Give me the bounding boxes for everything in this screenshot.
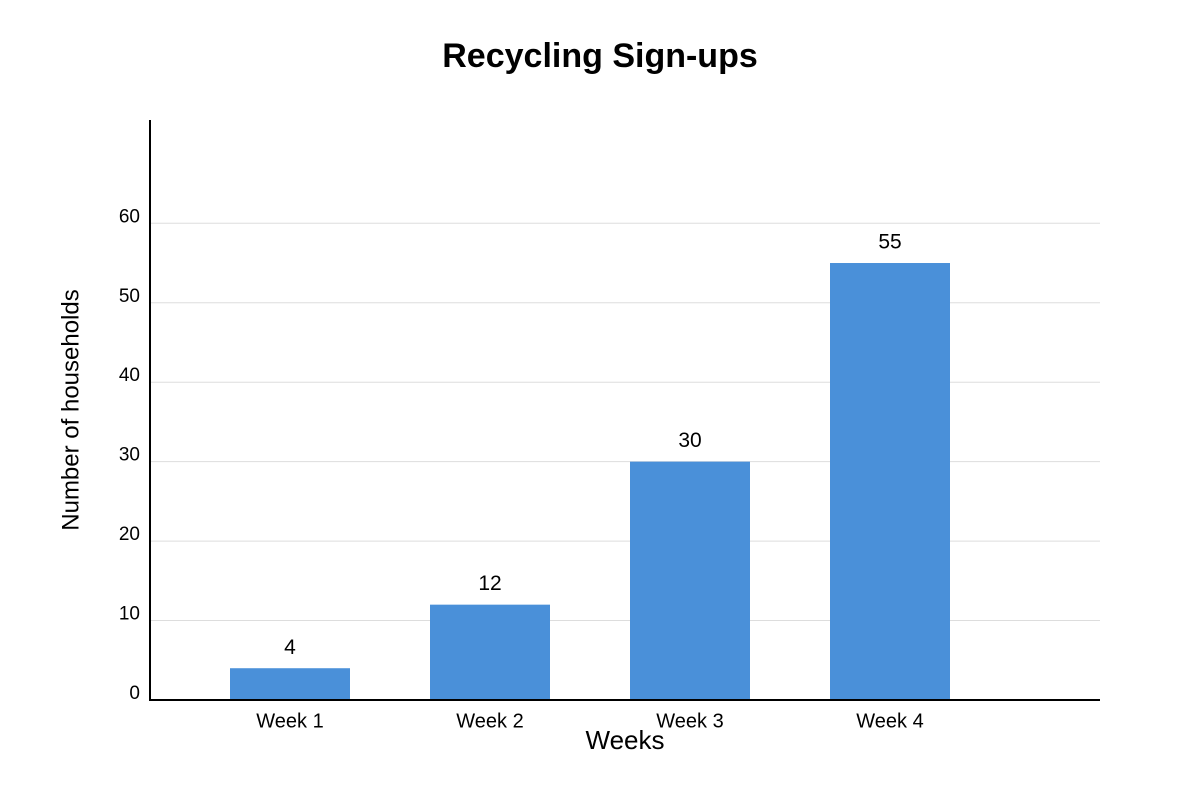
y-tick-label: 60 [119,206,140,227]
bar [230,668,350,700]
bar [430,604,550,700]
x-tick-label: Week 3 [656,710,723,732]
y-tick-label: 0 [129,683,140,704]
y-tick-label: 40 [119,365,140,386]
value-label: 30 [678,429,701,452]
x-axis-title: Weeks [586,725,665,755]
x-tick-label: Week 2 [456,710,523,732]
y-tick-label: 50 [119,286,140,307]
bar [630,461,750,700]
x-tick-label: Week 4 [856,710,923,732]
bar [830,263,950,700]
value-label: 4 [284,636,296,659]
x-tick-label: Week 1 [256,710,323,732]
y-axis-title: Number of households [57,289,84,530]
y-tick-label: 10 [119,604,140,625]
value-label: 55 [878,231,901,254]
chart-title: Recycling Sign-ups [442,37,758,75]
y-tick-label: 30 [119,445,140,466]
value-label: 12 [478,572,501,595]
y-tick-label: 20 [119,524,140,545]
